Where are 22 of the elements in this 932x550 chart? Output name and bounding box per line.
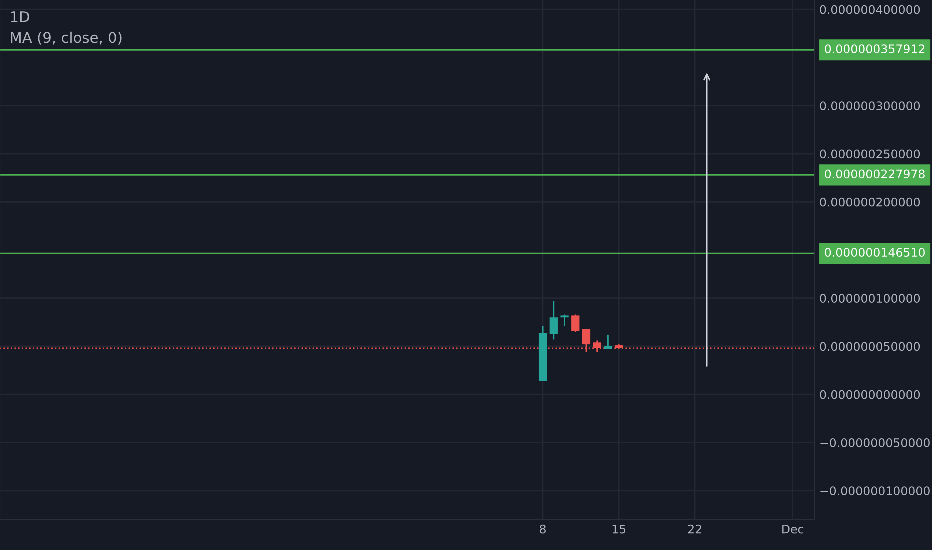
ref-line-label: 0.000000146510 <box>825 248 925 258</box>
ref-line-label: 0.000000357912 <box>825 44 925 54</box>
x-tick-label: Dec <box>782 524 804 534</box>
candlestick <box>550 300 558 340</box>
y-tick-label: 0.000000050000 <box>820 342 920 352</box>
y-tick-label: 0.000000300000 <box>820 102 920 111</box>
y-tick-label: 0.000000200000 <box>820 198 920 207</box>
y-tick-label: 0.000000000000 <box>820 390 920 400</box>
candlestick <box>572 314 580 333</box>
text: 1D <box>11 12 30 22</box>
x-tick-label: 8 <box>540 524 546 534</box>
x-tick-label: 22 <box>688 524 702 534</box>
x-tick-label: 15 <box>612 524 626 534</box>
text: MA (9, close, 0) <box>11 32 122 45</box>
ref-line-label: 0.000000227978 <box>825 170 925 179</box>
candlestick <box>560 314 569 327</box>
candlestick <box>604 334 612 350</box>
y-tick-label: −0.000000100000 <box>820 486 930 496</box>
y-tick-label: 0.000000100000 <box>820 294 920 304</box>
y-tick-label: 0.000000400000 <box>820 5 920 14</box>
y-tick-label: −0.000000050000 <box>820 438 930 448</box>
y-tick-label: 0.000000250000 <box>820 150 920 159</box>
